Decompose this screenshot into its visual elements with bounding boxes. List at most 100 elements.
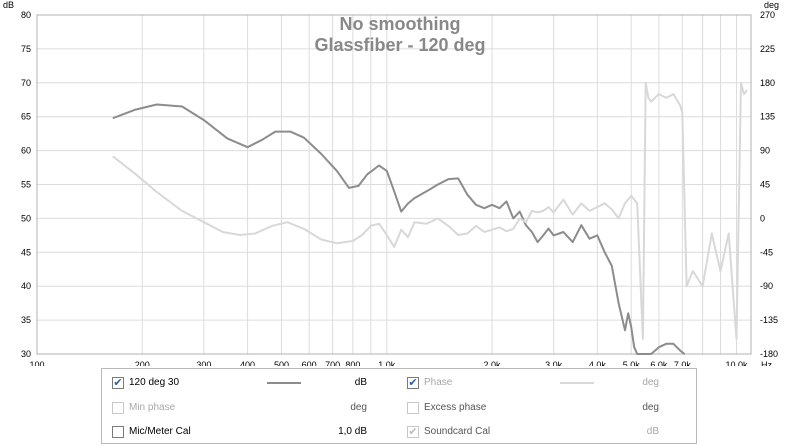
x-tick-label: 1,0k [378, 360, 396, 366]
y-right-tick-label: -90 [760, 281, 773, 291]
data-point-phase [624, 202, 626, 204]
legend-row-minphase: Min phase deg Excess phase deg [112, 400, 692, 416]
data-point-magnitude [289, 131, 291, 133]
excess-phase-label: Excess phase [424, 402, 487, 413]
data-point-phase [466, 232, 468, 235]
x-tick-label: 10,0k [726, 360, 749, 366]
data-point-phase [645, 82, 647, 84]
data-point-phase [679, 104, 681, 106]
x-tick-label: 300 [196, 360, 211, 366]
soundcard-cal-checkbox[interactable]: ✔ [407, 426, 419, 438]
data-point-phase [386, 234, 388, 236]
data-point-magnitude [683, 353, 686, 355]
x-tick-label: 800 [345, 360, 360, 366]
x-tick-label: 6,0k [650, 360, 668, 366]
data-point-phase [743, 93, 745, 95]
x-tick-label: 700 [325, 360, 340, 366]
data-point-phase [370, 225, 372, 227]
data-point-magnitude [475, 204, 477, 206]
measurement-checkbox[interactable]: ✔ [112, 377, 124, 389]
x-tick-label: 200 [135, 360, 150, 366]
y-left-tick-label: 30 [21, 349, 31, 359]
phase-checkbox[interactable]: ✔ [407, 377, 419, 389]
y-left-tick-label: 40 [21, 281, 31, 291]
min-phase-unit: deg [350, 402, 367, 413]
data-point-magnitude [618, 302, 620, 304]
data-point-phase [740, 82, 742, 84]
data-point-magnitude [611, 265, 613, 267]
data-point-phase [562, 199, 565, 201]
y-right-tick-label: 90 [760, 146, 770, 156]
data-point-magnitude [531, 231, 533, 233]
soundcard-cal-unit: dB [646, 426, 659, 437]
data-point-magnitude [512, 217, 514, 219]
data-point-magnitude [658, 346, 660, 348]
y-left-tick-label: 80 [21, 10, 31, 20]
data-point-magnitude [650, 353, 652, 355]
excess-phase-unit: deg [642, 402, 659, 413]
data-point-magnitude [542, 234, 544, 236]
data-point-phase [271, 225, 273, 227]
phase-swatch [560, 382, 594, 384]
y-right-tick-label: 270 [760, 10, 775, 20]
data-point-magnitude [639, 353, 641, 355]
tick-labels: 100 200 300 400 500 600 700 800 1,0k 2,0k 3,0k 4,0k… [21, 10, 778, 366]
y-right-tick-label: -135 [760, 315, 778, 325]
data-point-magnitude [505, 200, 508, 202]
data-point-magnitude [596, 234, 598, 236]
data-point-magnitude [483, 207, 485, 209]
data-point-phase [542, 210, 544, 212]
data-point-magnitude [320, 153, 322, 155]
data-point-phase [286, 221, 288, 223]
data-point-phase [181, 210, 183, 212]
data-point-phase [352, 240, 354, 242]
data-point-magnitude [672, 343, 675, 345]
excess-phase-checkbox[interactable] [407, 402, 419, 414]
x-tick-label: 400 [240, 360, 255, 366]
y-left-tick-label: 45 [21, 247, 31, 257]
x-tick-label: 4,0k [589, 360, 607, 366]
y-right-tick-label: 135 [760, 112, 775, 122]
data-point-phase [112, 156, 114, 158]
data-point-phase [686, 285, 688, 287]
data-point-phase [336, 242, 338, 244]
data-point-magnitude [261, 139, 263, 141]
legend-panel: ✔ 120 deg 30 dB ✔ Phase deg Min phase de… [101, 368, 697, 444]
y-left-tick-label: 60 [21, 146, 31, 156]
plot-border [36, 14, 752, 355]
data-point-phase [254, 232, 256, 235]
data-point-phase [447, 225, 449, 227]
min-phase-checkbox[interactable] [112, 402, 124, 414]
data-point-phase [728, 232, 730, 235]
data-point-magnitude [498, 207, 501, 209]
data-point-phase [630, 195, 632, 197]
data-point-phase [378, 223, 380, 225]
data-point-magnitude [572, 241, 574, 243]
data-point-magnitude [624, 329, 626, 331]
data-point-magnitude [226, 137, 228, 139]
data-point-phase [505, 230, 508, 232]
x-tick-label: 600 [302, 360, 317, 366]
data-point-phase [658, 93, 660, 95]
data-point-phase [588, 210, 591, 212]
x-tick-label: 3,0k [545, 360, 563, 366]
chart-title: No smoothing [340, 14, 461, 34]
data-point-magnitude [580, 224, 582, 226]
y-left-tick-label: 75 [21, 44, 31, 54]
data-point-phase [320, 238, 322, 241]
data-point-phase [711, 232, 713, 235]
y-left-tick-label: 35 [21, 315, 31, 325]
phase-label: Phase [424, 377, 453, 388]
data-point-phase [512, 228, 514, 230]
data-point-phase [553, 211, 555, 213]
mic-meter-cal-checkbox[interactable] [112, 426, 124, 438]
data-point-phase [222, 231, 224, 233]
measurement-label: 120 deg 30 [129, 377, 180, 388]
data-point-magnitude [393, 190, 395, 192]
data-point-magnitude [156, 103, 158, 106]
data-point-magnitude [112, 117, 114, 119]
x-tick-label: 500 [274, 360, 289, 366]
data-point-phase [618, 217, 620, 219]
y-left-tick-label: 55 [21, 180, 31, 190]
data-point-magnitude [604, 251, 606, 253]
